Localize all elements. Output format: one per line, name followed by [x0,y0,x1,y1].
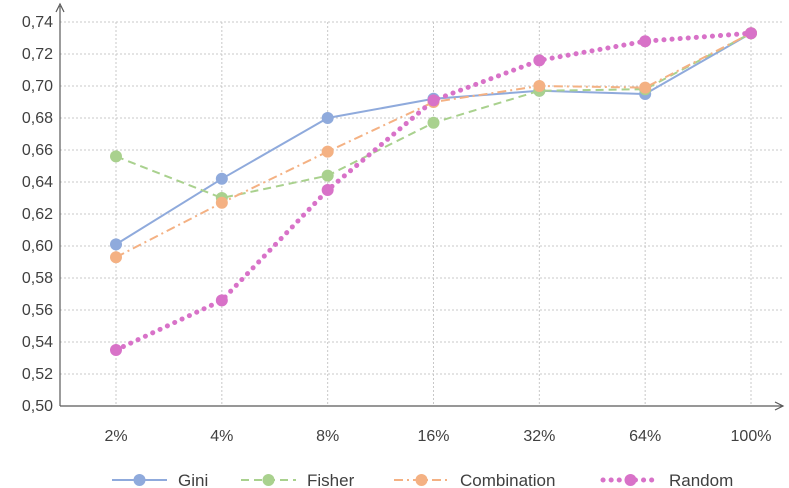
legend-item-random: Random [600,471,733,488]
data-point-random [533,54,546,67]
data-point-random [110,344,122,356]
gridlines [60,21,783,406]
legend-swatch-marker [415,474,428,486]
y-tick-label: 0,70 [22,78,53,95]
y-axis-tick-labels: 0,50 0,52 0,54 0,56 0,58 0,60 0,62 0,64 0,66 0,68… [22,14,53,415]
y-tick-label: 0,72 [22,46,53,63]
y-tick-label: 0,56 [22,302,53,319]
series-group [110,27,757,356]
legend: Gini Fisher Combination Random [112,471,733,488]
data-point-random [427,94,440,107]
y-tick-label: 0,58 [22,270,53,287]
x-tick-label: 32% [523,428,555,445]
legend-label: Random [669,471,733,488]
legend-item-fisher: Fisher [241,471,355,488]
x-tick-label: 100% [731,428,772,445]
y-tick-label: 0,64 [22,174,53,191]
data-point-combination [639,81,652,94]
y-tick-label: 0,50 [22,398,53,415]
data-point-combination [533,80,546,92]
legend-item-combination: Combination [394,471,555,488]
data-point-fisher [321,169,334,182]
data-point-fisher [110,150,122,163]
legend-item-gini: Gini [112,471,208,488]
y-axis-arrow [55,2,65,13]
data-point-random [745,27,757,40]
data-point-gini [110,238,122,251]
y-tick-label: 0,54 [22,334,53,351]
x-axis-arrow [774,401,785,411]
legend-label: Gini [178,471,208,488]
series-random [110,27,757,356]
y-tick-label: 0,60 [22,238,53,255]
x-tick-label: 8% [316,428,339,445]
legend-label: Combination [460,471,555,488]
x-tick-label: 64% [629,428,661,445]
y-tick-label: 0,52 [22,366,53,383]
data-point-random [215,294,228,307]
legend-label: Fisher [307,471,355,488]
data-point-random [639,35,652,48]
x-tick-label: 2% [104,428,127,445]
data-point-gini [215,172,228,185]
data-point-combination [215,196,228,209]
legend-swatch-marker [262,474,275,486]
x-tick-label: 4% [210,428,233,445]
y-tick-label: 0,62 [22,206,53,223]
legend-swatch-marker [133,474,146,486]
data-point-combination [110,251,122,264]
axes [55,2,785,411]
y-tick-label: 0,74 [22,14,53,31]
data-point-gini [321,112,334,124]
legend-swatch-marker [624,474,637,486]
y-tick-label: 0,66 [22,142,53,159]
data-point-fisher [427,116,440,129]
data-point-random [321,184,334,196]
x-axis-tick-labels: 2% 4% 8% 16% 32% 64% 100% [104,428,771,445]
data-point-combination [321,145,334,158]
y-tick-label: 0,68 [22,110,53,127]
x-tick-label: 16% [417,428,449,445]
